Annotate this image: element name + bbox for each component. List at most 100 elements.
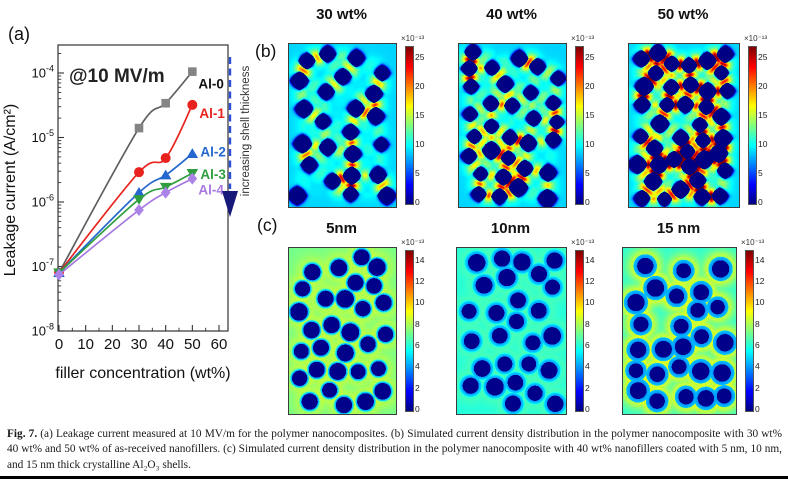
y-tick-label: 10-5 bbox=[32, 128, 54, 145]
colorbar-tick-label: 14 bbox=[585, 254, 595, 265]
colorbar-tick-label: 4 bbox=[755, 361, 760, 372]
colorbar-tick-label: 10 bbox=[758, 138, 768, 149]
heatmap-title-15nm: 15 nm bbox=[656, 220, 701, 237]
colorbar-tick-label: 6 bbox=[755, 340, 760, 350]
x-tick-label: 10 bbox=[77, 336, 94, 353]
current-density-map-10nm bbox=[456, 247, 567, 415]
panel-b-label: (b) bbox=[255, 41, 277, 61]
colorbar-tick-label: 10 bbox=[415, 297, 425, 308]
colorbar-tick-label: 8 bbox=[755, 318, 760, 329]
heatmap-title-10nm: 10nm bbox=[490, 220, 531, 237]
colorbar-15nm bbox=[745, 250, 754, 412]
x-tick-label: 40 bbox=[157, 336, 174, 353]
plot-frame bbox=[57, 44, 229, 332]
x-tick-label: 60 bbox=[211, 336, 228, 353]
colorbar-tick-label: 12 bbox=[585, 276, 595, 286]
heatmap-title-30wt: 30 wt% bbox=[316, 6, 367, 23]
colorbar-tick-label: 14 bbox=[415, 254, 425, 265]
y-tick-label: 10-4 bbox=[32, 64, 54, 81]
caption-label: Fig. 7. bbox=[7, 428, 38, 440]
colorbar-tick-label: 0 bbox=[758, 197, 763, 207]
shell-thickness-label: increasing shell thickness bbox=[240, 66, 252, 197]
x-tick-label: 20 bbox=[104, 336, 121, 353]
series-label-Al-2: Al-2 bbox=[200, 145, 226, 160]
colorbar-tick-label: 10 bbox=[415, 138, 425, 149]
y-tick-label: 10-6 bbox=[32, 193, 54, 210]
colorbar-tick-label: 20 bbox=[758, 80, 768, 91]
colorbar-tick-label: 5 bbox=[415, 167, 420, 178]
series-label-Al-4: Al-4 bbox=[198, 183, 224, 198]
colorbar-exponent-label: ×10⁻¹³ bbox=[571, 238, 595, 247]
series-label-Al-1: Al-1 bbox=[199, 106, 225, 121]
series-Al-3: Al-3 bbox=[53, 167, 226, 279]
heatmap-title-5nm: 5nm bbox=[326, 220, 357, 237]
current-density-map-30wt bbox=[288, 43, 397, 208]
current-density-map-15nm bbox=[622, 247, 737, 415]
colorbar-tick-label: 0 bbox=[415, 197, 420, 207]
colorbar-tick-label: 2 bbox=[415, 382, 420, 393]
colorbar-tick-label: 15 bbox=[758, 109, 768, 120]
current-density-map-40wt bbox=[458, 43, 567, 208]
series-line-Al-2 bbox=[58, 153, 193, 274]
colorbar-tick-label: 10 bbox=[755, 297, 765, 308]
x-tick-label: 50 bbox=[184, 336, 201, 353]
colorbar-exponent-label: ×10⁻¹³ bbox=[401, 238, 425, 247]
y-axis: 10-4 10-5 10-6 10-7 10-8 bbox=[32, 53, 64, 339]
heatmap-title-40wt: 40 wt% bbox=[486, 6, 537, 23]
colorbar-tick-label: 25 bbox=[585, 51, 595, 62]
colorbar-tick-label: 2 bbox=[585, 382, 590, 393]
colorbar-tick-label: 0 bbox=[755, 404, 760, 414]
panel-c-label: (c) bbox=[257, 215, 278, 235]
y-axis-label: Leakage current (A/cm²) bbox=[2, 104, 19, 277]
colorbar-tick-label: 0 bbox=[585, 197, 590, 207]
colorbar-tick-label: 5 bbox=[758, 167, 763, 178]
page-divider bbox=[0, 476, 788, 479]
leakage-chart-root: (a) 10-4 10-5 10-6 10-7 10-80 10 20 30 40 50 60 fill… bbox=[2, 24, 252, 382]
series-Al-2: Al-2 bbox=[53, 145, 226, 277]
colorbar-exponent-label: ×10⁻¹³ bbox=[401, 34, 425, 43]
series-Al-1: Al-1 bbox=[54, 99, 225, 278]
leakage-current-chart: (a) 10-4 10-5 10-6 10-7 10-80 10 20 30 40 50 60 fill… bbox=[2, 24, 252, 382]
colorbar-10nm bbox=[575, 250, 584, 412]
colorbar-tick-label: 8 bbox=[585, 318, 590, 329]
series-line-Al-1 bbox=[58, 104, 194, 274]
current-density-map-5nm bbox=[288, 247, 397, 415]
caption-text: (a) Leakage current measured at 10 MV/m … bbox=[7, 428, 782, 471]
colorbar-tick-label: 25 bbox=[415, 51, 425, 62]
x-tick-label: 0 bbox=[55, 336, 63, 353]
y-tick-label: 10-8 bbox=[32, 322, 54, 339]
series-line-Al-4 bbox=[58, 177, 193, 276]
series-line-Al-0 bbox=[58, 71, 193, 274]
colorbar-tick-label: 12 bbox=[415, 276, 425, 286]
colorbar-tick-label: 15 bbox=[585, 109, 595, 120]
panel-a-label: (a) bbox=[8, 24, 30, 44]
colorbar-tick-label: 2 bbox=[755, 382, 760, 393]
colorbar-tick-label: 0 bbox=[585, 404, 590, 414]
colorbar-tick-label: 6 bbox=[415, 340, 420, 350]
series-line-Al-3 bbox=[58, 172, 193, 274]
colorbar-tick-label: 5 bbox=[585, 167, 590, 178]
colorbar-50wt bbox=[748, 46, 757, 205]
series-label-Al-0: Al-0 bbox=[198, 77, 224, 92]
field-annotation: @10 MV/m bbox=[69, 66, 165, 87]
colorbar-tick-label: 8 bbox=[415, 318, 420, 329]
x-tick-label: 30 bbox=[131, 336, 148, 353]
colorbar-exponent-label: ×10⁻¹³ bbox=[571, 34, 595, 43]
colorbar-tick-label: 4 bbox=[415, 361, 420, 372]
colorbar-tick-label: 10 bbox=[585, 297, 595, 308]
arrowhead-icon bbox=[222, 191, 238, 217]
colorbar-tick-label: 12 bbox=[755, 276, 765, 286]
colorbar-tick-label: 20 bbox=[585, 80, 595, 91]
colorbar-tick-label: 25 bbox=[758, 51, 768, 62]
colorbar-exponent-label: ×10⁻¹³ bbox=[741, 238, 765, 247]
colorbar-5nm bbox=[405, 250, 414, 412]
current-density-map-50wt bbox=[628, 43, 740, 208]
figure-caption: Fig. 7. (a) Leakage current measured at … bbox=[7, 427, 782, 473]
series-Al-4: Al-4 bbox=[54, 172, 224, 281]
series-label-Al-3: Al-3 bbox=[200, 167, 226, 182]
colorbar-tick-label: 20 bbox=[415, 80, 425, 91]
y-tick-label: 10-7 bbox=[32, 257, 54, 274]
colorbar-tick-label: 14 bbox=[755, 254, 765, 265]
colorbar-tick-label: 15 bbox=[415, 109, 425, 120]
